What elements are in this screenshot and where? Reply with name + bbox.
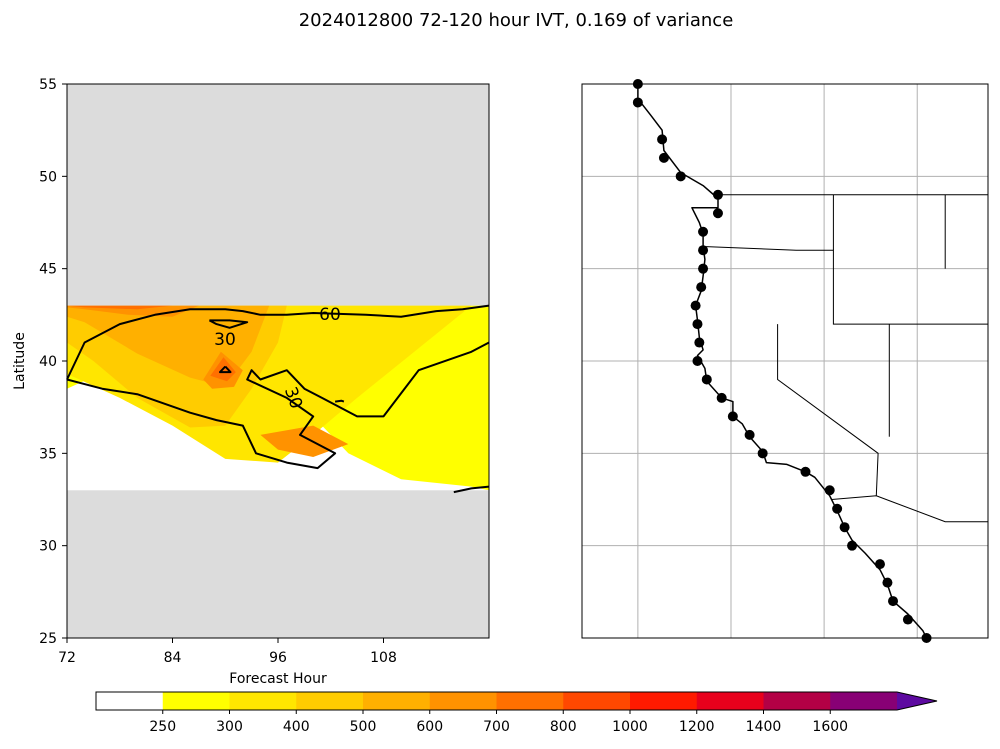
colorbar-tick-label: 1400 — [746, 719, 782, 735]
coast-point-marker — [698, 226, 709, 237]
masked-region-1 — [67, 84, 489, 306]
state-border-2 — [777, 324, 879, 496]
coast-point-marker — [692, 356, 703, 366]
coast-point-marker — [874, 559, 885, 570]
state-border-4 — [831, 495, 988, 523]
colorbar-outline — [95, 691, 938, 711]
coast-point-marker — [839, 522, 850, 533]
masked-region-0 — [67, 490, 489, 638]
colorbar-segment — [96, 692, 164, 710]
coast-point-marker — [698, 263, 709, 274]
colorbar-segment — [296, 692, 364, 710]
colorbar-segment — [363, 692, 431, 710]
y-tick-label: 25 — [39, 631, 57, 647]
map-gridlines — [582, 84, 988, 638]
hovmoller-panel: 60 30 30 72 84 96 108 25 30 35 40 45 50 55 Forecast … — [12, 77, 490, 687]
colorbar-segment — [162, 692, 230, 710]
x-tick-label: 96 — [269, 650, 287, 666]
x-tick-label: 72 — [58, 650, 76, 666]
colorbar: 250 300 400 500 600 700 800 1000 1200 1400 1600 — [95, 691, 938, 735]
x-tick-label: 108 — [370, 650, 397, 666]
coast-point-marker — [690, 300, 701, 311]
colorbar-tick-label: 600 — [416, 719, 443, 735]
panel2-frame — [581, 83, 989, 639]
contour-line-3 — [219, 365, 232, 374]
coast-point-marker — [727, 411, 738, 422]
colorbar-tick-label: 500 — [350, 719, 377, 735]
y-tick-label: 55 — [39, 77, 57, 93]
coast-point-marker — [694, 337, 705, 348]
contour-label: 30 — [214, 330, 236, 350]
coast-point-marker — [701, 374, 712, 385]
colorbar-segment — [496, 692, 564, 710]
colorbar-segment — [830, 692, 898, 710]
coast-point-marker — [832, 503, 843, 514]
coast-point-marker — [696, 282, 707, 293]
colorbar-tick-label: 800 — [550, 719, 577, 735]
coast-point-marker — [692, 319, 703, 330]
coast-point-marker — [698, 245, 709, 256]
coast-point-marker — [847, 540, 858, 551]
colorbar-tick-label: 250 — [149, 719, 176, 735]
variance-contour-lines — [66, 304, 490, 494]
coast-point-marker — [824, 485, 835, 496]
colorbar-segment — [429, 692, 497, 710]
missing-data-masks — [67, 84, 489, 638]
colorbar-tick-label: 400 — [283, 719, 310, 735]
y-tick-label: 35 — [39, 446, 57, 462]
colorbar-tick-label: 300 — [216, 719, 243, 735]
colorbar-segment — [229, 692, 297, 710]
y-tick-label: 40 — [39, 354, 57, 370]
coast-point-marker — [902, 614, 913, 625]
y-tick-label: 45 — [39, 262, 57, 278]
coast-point-marker — [712, 189, 723, 200]
coast-point-marker — [712, 208, 723, 219]
panel1-axes: 72 84 96 108 25 30 35 40 45 50 55 — [39, 77, 397, 666]
colorbar-tick-label: 1000 — [612, 719, 648, 735]
colorbar-segment — [696, 692, 764, 710]
contour-line-4 — [208, 319, 249, 329]
coast-point-marker — [658, 152, 669, 163]
y-axis-label: Latitude — [12, 332, 28, 390]
colorbar-segment — [763, 692, 831, 710]
x-tick-label: 84 — [164, 650, 182, 666]
contour-line-1 — [66, 304, 490, 380]
colorbar-extend-arrow — [897, 692, 937, 710]
state-border-1 — [703, 246, 988, 325]
coast-points — [632, 79, 932, 643]
coast-point-marker — [632, 97, 643, 108]
coast-point-marker — [716, 392, 727, 403]
y-tick-label: 50 — [39, 169, 57, 185]
ivt-band-8 — [67, 305, 173, 310]
coast-point-marker — [757, 448, 768, 459]
y-tick-label: 30 — [39, 539, 57, 555]
coast-point-marker — [744, 429, 755, 440]
colorbar-tick-label: 700 — [483, 719, 510, 735]
coast-point-marker — [675, 171, 686, 182]
contour-line-2 — [453, 485, 490, 494]
state-borders — [703, 194, 988, 523]
map-panel — [581, 79, 989, 643]
coast-point-marker — [888, 596, 899, 607]
contour-label: 60 — [319, 305, 341, 325]
contour-line-5 — [334, 399, 345, 403]
colorbar-tick-label: 1200 — [679, 719, 715, 735]
coast-point-marker — [657, 134, 668, 145]
chart-title: 2024012800 72-120 hour IVT, 0.169 of var… — [299, 10, 734, 31]
x-axis-label: Forecast Hour — [229, 671, 327, 687]
colorbar-tick-label: 1600 — [812, 719, 848, 735]
colorbar-segment — [630, 692, 698, 710]
contour-line-0 — [66, 341, 490, 470]
coast-point-marker — [882, 577, 893, 588]
coast-point-marker — [800, 466, 811, 477]
colorbar-segment — [563, 692, 631, 710]
